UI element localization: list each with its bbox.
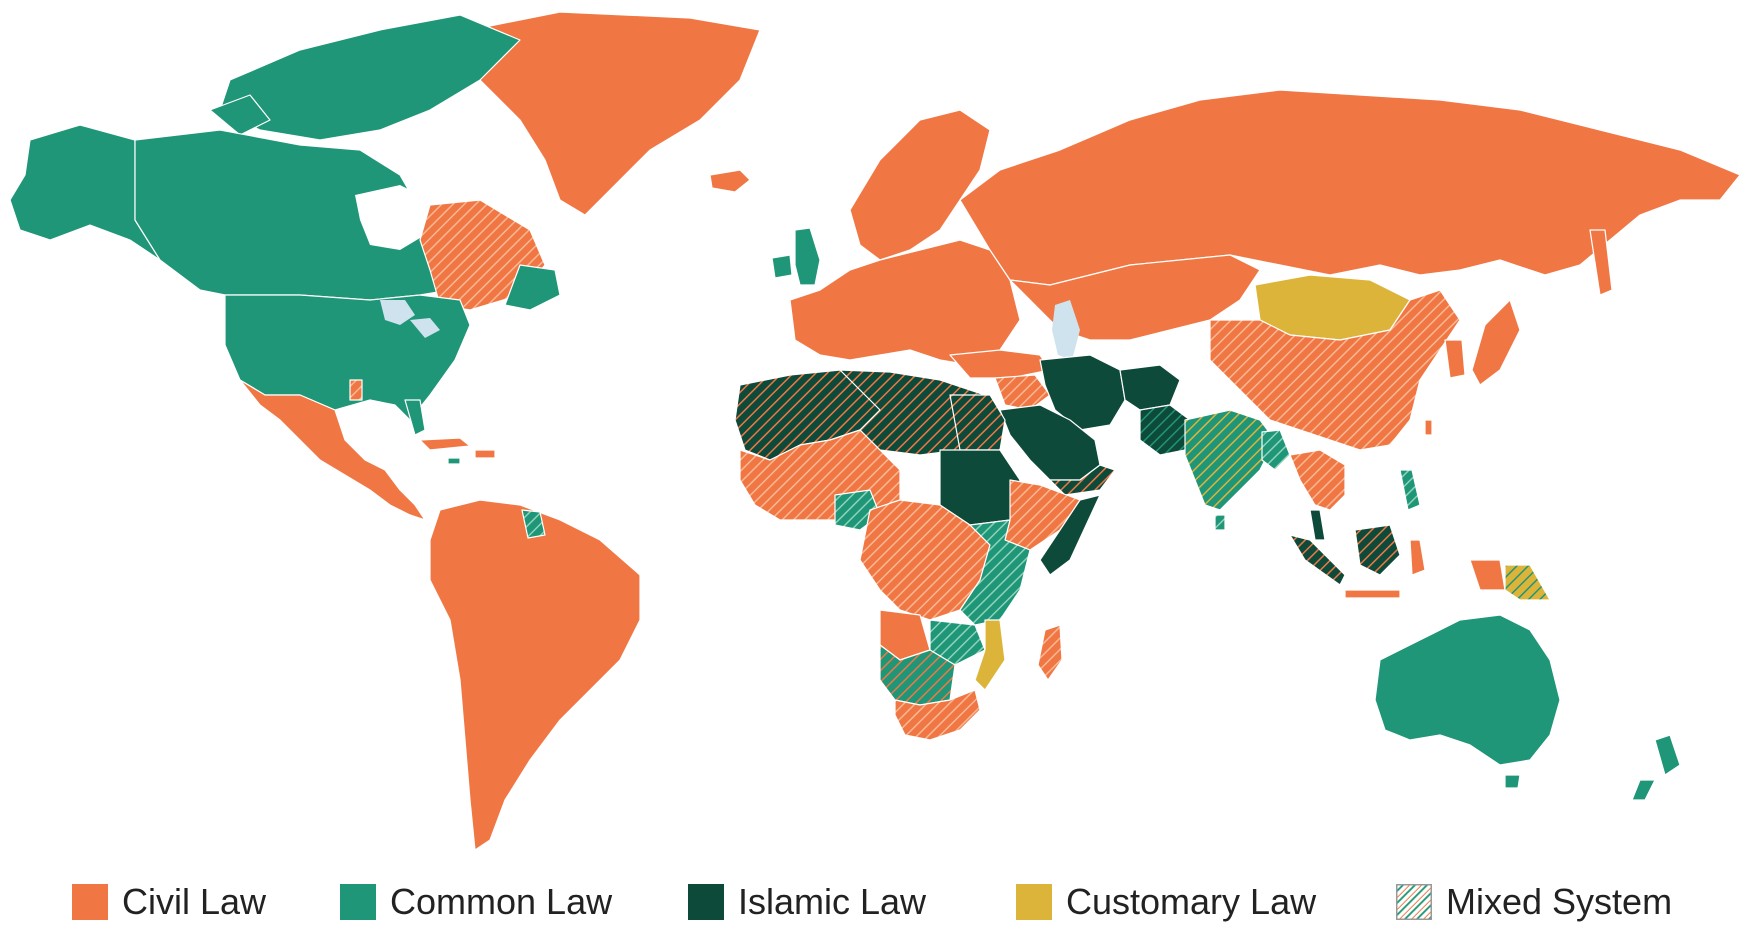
legend-item-islamic-law: Islamic Law bbox=[688, 880, 926, 924]
region-png bbox=[1504, 564, 1551, 601]
region-japan bbox=[1471, 299, 1521, 386]
hudson-bay bbox=[355, 185, 430, 250]
region-south-america bbox=[429, 499, 641, 851]
region-taiwan bbox=[1424, 419, 1433, 436]
region-guyana bbox=[521, 509, 546, 539]
region-papua bbox=[1469, 559, 1506, 591]
region-turkey bbox=[949, 349, 1051, 379]
region-egypt bbox=[949, 394, 1006, 451]
region-iceland bbox=[709, 169, 751, 193]
legend-label-common-law: Common Law bbox=[390, 881, 613, 922]
legend-swatch-customary-law bbox=[1016, 884, 1052, 920]
legend-item-common-law: Common Law bbox=[340, 880, 612, 924]
region-madagascar bbox=[1037, 624, 1063, 681]
legend-label-mixed-system: Mixed System bbox=[1446, 881, 1673, 922]
region-bangladesh bbox=[1261, 429, 1291, 471]
map-legend: Civil Law Common Law Islamic Law Customa… bbox=[0, 880, 1752, 940]
region-florida bbox=[404, 399, 426, 436]
world-legal-systems-map bbox=[9, 11, 1741, 851]
region-philippines bbox=[1399, 469, 1421, 511]
region-korea bbox=[1444, 339, 1466, 379]
region-atlantic-canada bbox=[504, 264, 561, 311]
region-borneo bbox=[1354, 524, 1401, 576]
legend-label-customary-law: Customary Law bbox=[1066, 881, 1317, 922]
region-southeast-asia bbox=[1289, 449, 1346, 511]
legend-swatch-civil-law bbox=[72, 884, 108, 920]
region-afghanistan bbox=[1119, 364, 1181, 411]
region-pakistan bbox=[1139, 404, 1191, 456]
region-canada bbox=[134, 129, 451, 301]
region-java bbox=[1344, 589, 1401, 599]
region-scandinavia bbox=[849, 109, 991, 261]
legend-swatch-mixed-system bbox=[1396, 884, 1432, 920]
region-louisiana bbox=[349, 379, 363, 401]
region-caribbean bbox=[419, 437, 496, 459]
region-alaska bbox=[9, 124, 161, 261]
region-mozambique bbox=[974, 619, 1006, 691]
region-iran bbox=[1039, 354, 1126, 431]
region-sumatra bbox=[1289, 534, 1346, 586]
legend-item-mixed-system: Mixed System bbox=[1396, 880, 1672, 924]
region-mexico bbox=[239, 379, 426, 521]
region-russia bbox=[959, 89, 1741, 286]
region-somalia bbox=[1039, 494, 1101, 576]
region-levant bbox=[994, 374, 1051, 411]
region-jamaica bbox=[447, 457, 461, 465]
region-sri-lanka bbox=[1214, 514, 1226, 531]
region-zambia-malawi bbox=[929, 619, 986, 666]
region-tasmania bbox=[1504, 774, 1521, 789]
region-australia bbox=[1374, 614, 1561, 766]
region-malay-peninsula bbox=[1309, 509, 1326, 541]
caspian-sea bbox=[1052, 300, 1080, 360]
region-india bbox=[1184, 409, 1276, 511]
region-greenland bbox=[469, 11, 761, 216]
region-china bbox=[1209, 289, 1461, 451]
legend-label-civil-law: Civil Law bbox=[122, 881, 267, 922]
region-uk bbox=[794, 227, 821, 286]
region-sakhalin bbox=[1589, 229, 1613, 296]
region-europe bbox=[789, 239, 1021, 366]
region-sulawesi bbox=[1409, 539, 1426, 576]
region-canada-arctic-2 bbox=[209, 94, 271, 136]
legend-item-customary-law: Customary Law bbox=[1016, 880, 1316, 924]
legend-swatch-common-law bbox=[340, 884, 376, 920]
region-ireland bbox=[771, 254, 793, 279]
region-new-zealand bbox=[1631, 734, 1681, 801]
legend-label-islamic-law: Islamic Law bbox=[738, 881, 927, 922]
region-south-africa bbox=[894, 689, 981, 741]
great-lakes bbox=[380, 300, 440, 338]
legend-item-civil-law: Civil Law bbox=[72, 880, 266, 924]
legend-swatch-islamic-law bbox=[688, 884, 724, 920]
